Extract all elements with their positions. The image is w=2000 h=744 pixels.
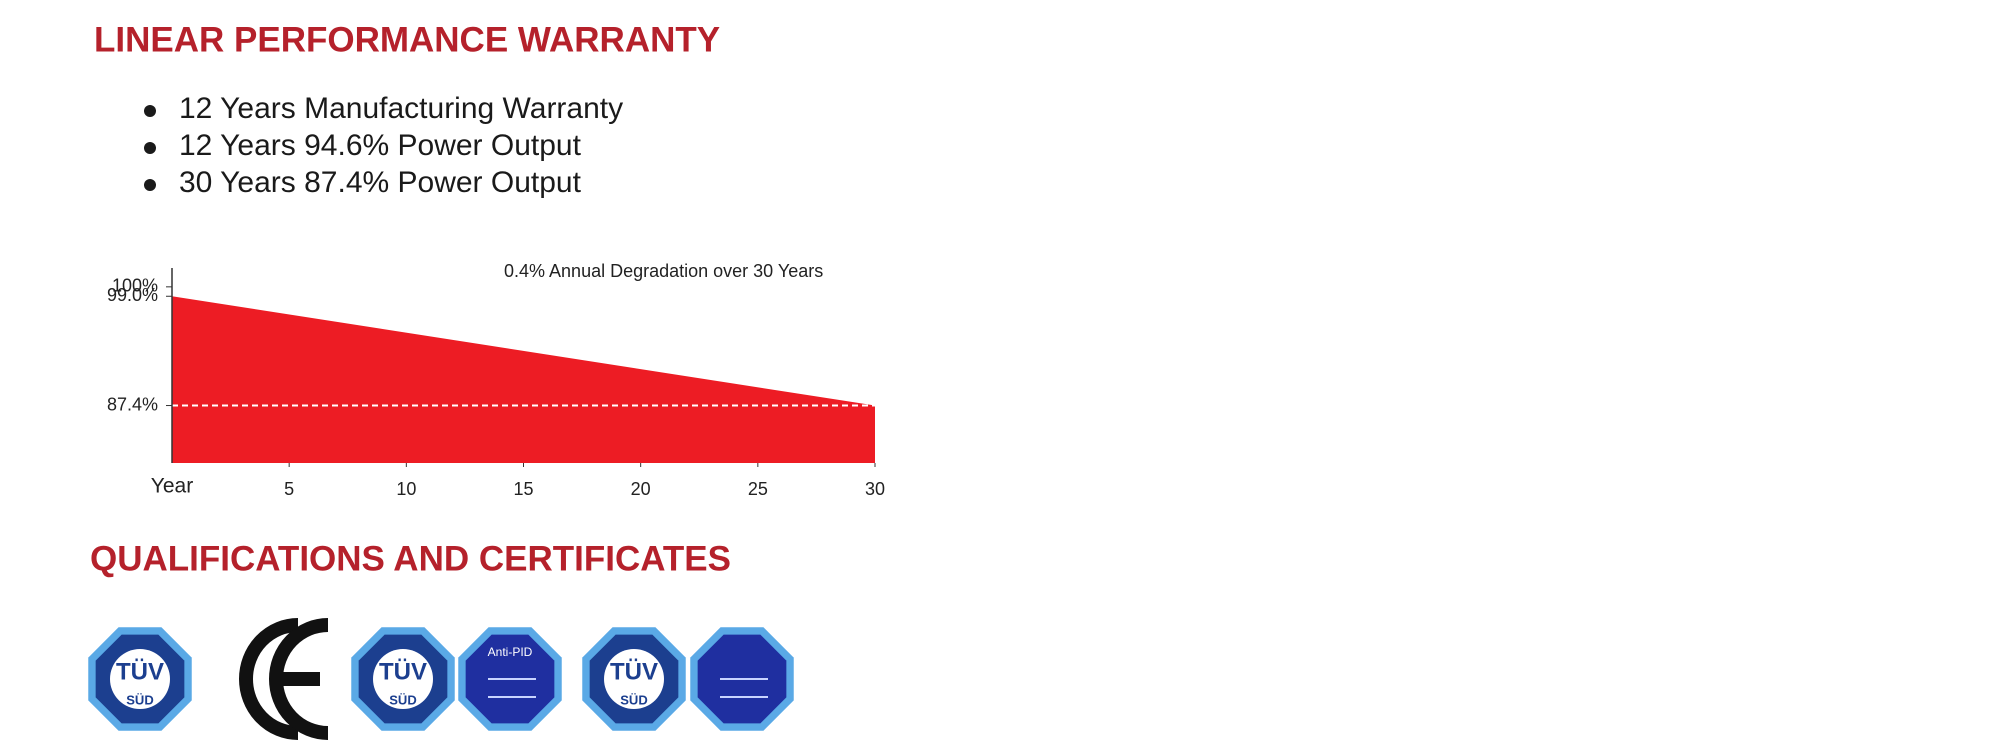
x-tick-label: 5 <box>284 479 294 499</box>
y-tick-label: 99.0% <box>107 285 158 305</box>
x-axis-label: Year <box>151 475 193 498</box>
annotation: 0.4% Annual Degradation over 30 Years <box>504 261 823 281</box>
x-tick-label: 25 <box>748 479 768 499</box>
bullet-dot <box>144 142 156 154</box>
bullet: 30 Years 87.4% Power Output <box>179 166 582 199</box>
bullet-dot <box>144 179 156 191</box>
x-tick-label: 20 <box>631 479 651 499</box>
certificates: TÜV SÜD TÜV SÜD Anti-PID TÜV SÜD <box>88 618 794 740</box>
ce-c <box>239 618 299 740</box>
badge-text: SÜD <box>620 692 647 707</box>
chart: 100%99.0% 87.4% 5 10 15 20 25 30 Year 0.4% Annual… <box>107 261 885 499</box>
heading: LINEAR PERFORMANCE WARRANTY <box>94 20 720 59</box>
y-tick-label: 100% <box>112 276 158 296</box>
ce-e <box>269 618 329 740</box>
bullet: 12 Years Manufacturing Warranty <box>179 92 623 125</box>
x-tick-label: 30 <box>865 479 885 499</box>
badge-text: Anti-PID <box>488 645 533 659</box>
area <box>172 296 875 463</box>
x-tick-label: 10 <box>396 479 416 499</box>
badge-center <box>110 649 170 709</box>
bullet-dot <box>144 105 156 117</box>
badge-text: TÜV <box>116 658 164 685</box>
badge-center <box>604 649 664 709</box>
badge-text: SÜD <box>126 692 153 707</box>
x-tick-label: 15 <box>513 479 533 499</box>
badge-text: SÜD <box>389 692 416 707</box>
badge-text: TÜV <box>610 658 658 685</box>
badge-center <box>373 649 433 709</box>
y-tick-label: 87.4% <box>107 394 158 414</box>
badge-text: TÜV <box>379 658 427 685</box>
heading: QUALIFICATIONS AND CERTIFICATES <box>90 539 731 578</box>
bullet: 12 Years 94.6% Power Output <box>179 129 582 162</box>
